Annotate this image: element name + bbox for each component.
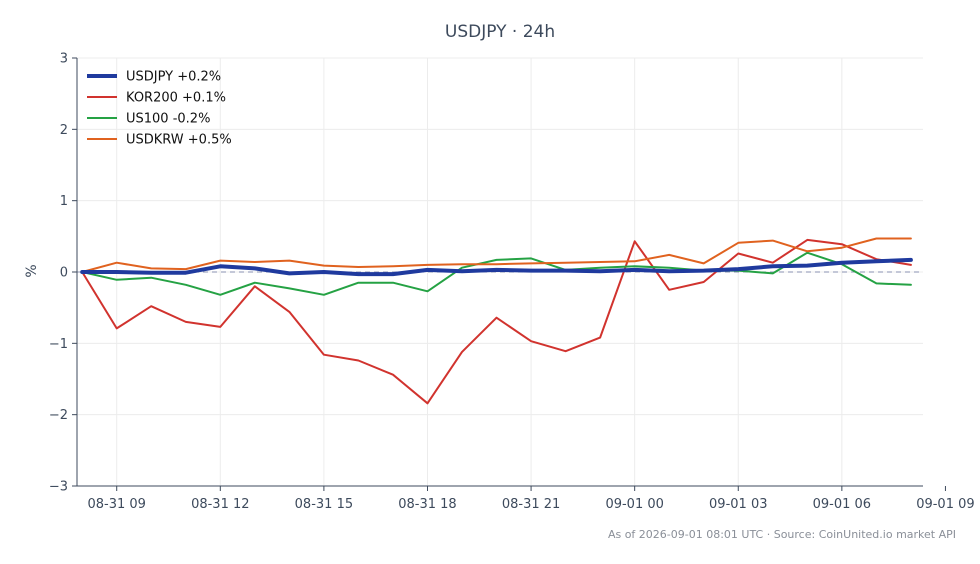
series-line-usdkrw	[81, 237, 912, 273]
x-tick-label-5: 09-01 00	[605, 497, 663, 512]
x-tick-label-8: 09-01 09	[916, 497, 974, 512]
x-axis-ticks: 08-31 09 08-31 12 08-31 15 08-31 18 08-31 21…	[87, 486, 975, 512]
y-tick-label-2: 1	[60, 194, 68, 209]
x-tick-label-6: 09-01 03	[709, 497, 767, 512]
x-tick-label-2: 08-31 15	[295, 497, 353, 512]
y-axis-ticks: 3 2 1 0 −1 −2 −3	[49, 52, 77, 495]
legend-label-3: USDKRW +0.5%	[126, 133, 232, 148]
y-tick-label-4: −1	[49, 337, 68, 352]
y-tick-label-1: 2	[60, 123, 68, 138]
legend-label-2: US100 -0.2%	[126, 112, 210, 127]
footer-source-note: As of 2026-09-01 08:01 UTC · Source: Coi…	[608, 528, 956, 541]
legend-label-1: KOR200 +0.1%	[126, 91, 226, 106]
x-tick-label-0: 08-31 09	[87, 497, 145, 512]
x-tick-label-7: 09-01 06	[813, 497, 871, 512]
y-tick-label-3: 0	[60, 266, 68, 281]
x-tick-label-4: 08-31 21	[502, 497, 560, 512]
chart-title: USDJPY · 24h	[445, 22, 555, 42]
y-axis-label: %	[24, 264, 40, 277]
y-tick-label-5: −2	[49, 408, 68, 423]
y-tick-label-6: −3	[49, 480, 68, 495]
x-tick-label-3: 08-31 18	[398, 497, 456, 512]
x-tick-label-1: 08-31 12	[191, 497, 249, 512]
legend: USDJPY +0.2% KOR200 +0.1% US100 -0.2% USDKR…	[87, 70, 232, 148]
series-line-usdjpy	[80, 257, 913, 277]
series-line-kor200	[81, 238, 912, 405]
y-tick-label-0: 3	[60, 52, 68, 67]
series-lines	[80, 237, 913, 405]
series-line-us100	[81, 251, 912, 296]
legend-label-0: USDJPY +0.2%	[126, 70, 221, 85]
